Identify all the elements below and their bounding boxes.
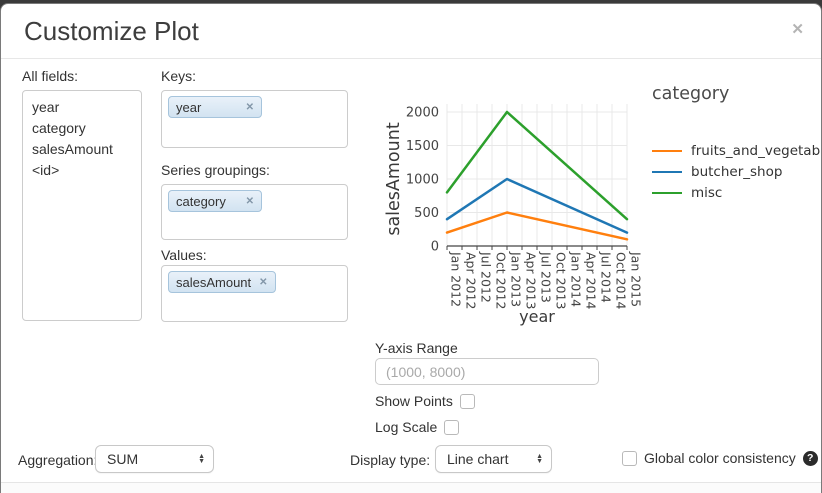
legend-label: fruits_and_vegetables [691,142,821,159]
aggregation-label: Aggregation: [18,452,98,468]
display-type-label: Display type: [350,452,431,468]
dialog-title: Customize Plot [24,16,199,46]
legend-item[interactable]: misc [652,182,821,203]
legend-line-swatch [652,149,682,152]
series-line [445,211,629,241]
tag-remove-icon[interactable]: ✕ [259,276,268,288]
field-list-item[interactable]: <id> [32,162,60,178]
y-axis-title: salesAmount [384,122,404,235]
field-tag-label: salesAmount [176,274,252,290]
x-tick-label: Oct 2012 [494,252,509,309]
field-list-item[interactable]: year [32,99,60,115]
dialog-header: Customize Plot ✕ [1,4,821,59]
close-icon[interactable]: ✕ [791,21,804,38]
legend-item[interactable]: butcher_shop [652,161,821,182]
x-tick-label: Jul 2014 [599,251,614,303]
all-fields-label: All fields: [22,68,79,84]
values-dropzone[interactable]: salesAmount ✕ [161,265,348,322]
field-list-item[interactable]: salesAmount [32,141,113,157]
aggregation-value: SUM [107,451,139,467]
x-tick-label: Jan 2014 [569,251,584,307]
y-tick-label: 0 [431,240,439,255]
series-groupings-label: Series groupings: [161,162,270,178]
keys-dropzone[interactable]: year ✕ [161,90,348,148]
aggregation-select[interactable]: SUM ▲ ▼ [95,445,214,473]
log-scale-label: Log Scale [375,419,438,435]
global-color-label: Global color consistency [644,450,796,466]
field-tag[interactable]: salesAmount ✕ [168,271,276,293]
log-scale-row: Log Scale [375,419,460,435]
series-line [445,110,629,221]
field-list-item[interactable]: category [32,120,86,136]
all-fields-list: year category salesAmount <id> [22,90,142,321]
help-icon[interactable]: ? [802,450,818,466]
select-arrows-icon: ▲ ▼ [536,452,543,465]
legend-label: misc [691,184,723,201]
legend-label: butcher_shop [691,163,783,180]
x-tick-label: Oct 2013 [554,252,569,309]
legend-title: category [652,84,730,104]
show-points-label: Show Points [375,393,453,409]
x-tick-label: Jul 2013 [539,251,554,303]
show-points-row: Show Points [375,393,475,409]
y-axis-range-input[interactable] [375,358,599,385]
global-color-checkbox[interactable] [622,450,637,466]
x-axis-title: year [519,307,555,326]
dialog-footer-edge [1,482,821,493]
x-tick-label: Apr 2013 [524,252,539,309]
display-type-value: Line chart [447,451,509,467]
x-tick-label: Jul 2012 [479,251,494,303]
display-type-select[interactable]: Line chart ▲ ▼ [435,445,552,473]
field-tag-label: category [176,193,226,209]
y-tick-label: 500 [414,206,439,221]
y-tick-label: 1000 [406,173,439,188]
show-points-checkbox[interactable] [459,393,475,409]
x-tick-label: Apr 2012 [464,252,479,309]
global-color-row: Global color consistency ? [622,450,818,466]
x-tick-label: Oct 2014 [614,252,629,309]
log-scale-checkbox[interactable] [444,419,460,435]
y-tick-label: 2000 [406,106,439,121]
x-tick-label: Jan 2013 [509,251,524,307]
values-label: Values: [161,247,207,263]
customize-plot-dialog: Customize Plot ✕ All fields: year categor… [0,3,822,493]
field-tag[interactable]: year ✕ [168,96,262,118]
series-line [445,177,629,234]
legend-line-swatch [652,170,682,173]
y-tick-label: 1500 [406,139,439,154]
tag-remove-icon[interactable]: ✕ [245,195,254,207]
keys-label: Keys: [161,68,197,84]
x-tick-label: Apr 2014 [584,252,599,309]
chart-legend: category fruits_and_vegetables butcher_sh… [652,84,821,203]
x-tick-label: Jan 2015 [629,251,644,307]
legend-line-swatch [652,191,682,194]
legend-item[interactable]: fruits_and_vegetables [652,140,821,161]
select-arrows-icon: ▲ ▼ [198,452,205,465]
x-tick-label: Jan 2012 [449,251,464,307]
field-tag[interactable]: category ✕ [168,190,262,212]
tag-remove-icon[interactable]: ✕ [245,101,254,113]
line-chart: 0 500 1000 1500 2000 Jan 2012 Apr 2012 Jul 2012… [384,104,644,326]
field-tag-label: year [176,99,202,115]
series-groupings-dropzone[interactable]: category ✕ [161,184,348,240]
y-axis-range-label: Y-axis Range [375,340,458,356]
